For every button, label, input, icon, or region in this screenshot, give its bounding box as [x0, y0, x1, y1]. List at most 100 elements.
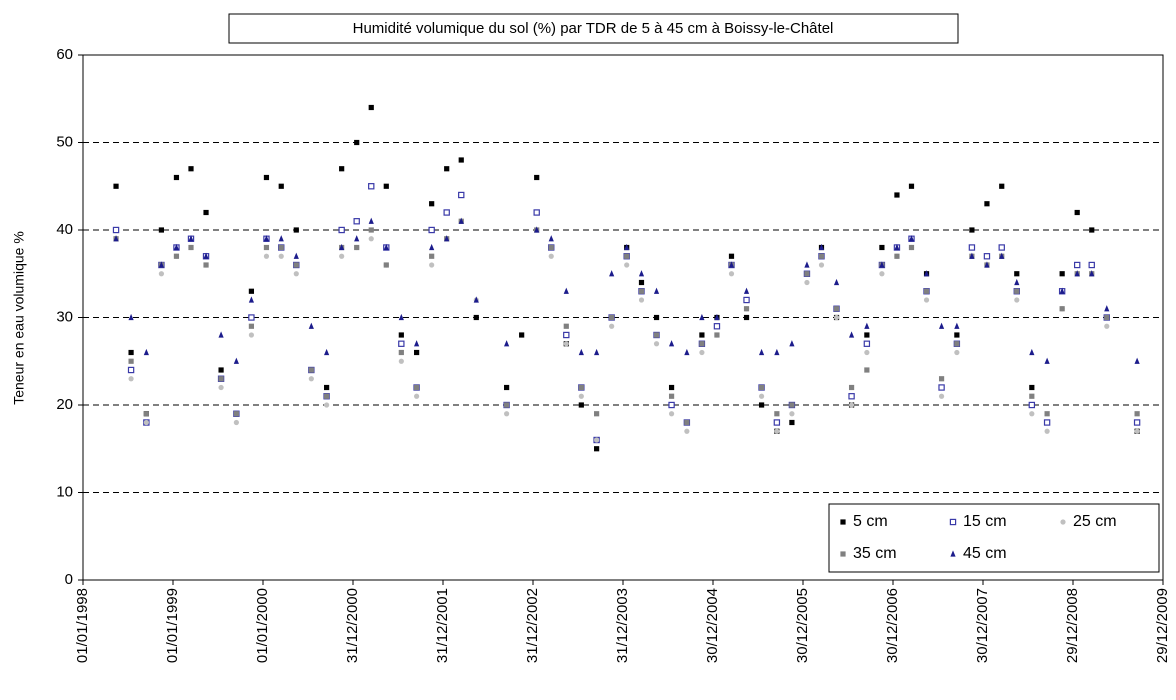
point [158, 271, 165, 277]
point [293, 227, 299, 233]
x-tick-label: 30/12/2007 [974, 588, 991, 663]
point [1059, 287, 1065, 294]
point [699, 349, 705, 356]
point [969, 227, 975, 233]
x-tick-label: 30/12/2006 [884, 588, 901, 663]
point [248, 332, 255, 338]
point [339, 253, 345, 259]
point [504, 384, 510, 391]
point [128, 358, 134, 364]
point [563, 331, 570, 339]
point [774, 428, 780, 434]
point [473, 314, 479, 321]
point [773, 419, 781, 426]
point [864, 349, 870, 356]
point [1029, 384, 1035, 391]
point [699, 341, 705, 347]
point [444, 235, 450, 242]
x-tick-label: 01/01/1998 [74, 588, 91, 663]
point [998, 244, 1005, 251]
point [923, 297, 930, 303]
point [969, 252, 975, 259]
point [429, 201, 435, 207]
point [923, 288, 930, 294]
point [1059, 271, 1065, 277]
point [1074, 270, 1080, 277]
point [414, 349, 420, 356]
point [293, 262, 299, 268]
point [999, 183, 1005, 189]
point [908, 244, 915, 251]
chart-title: Humidité volumique du sol (%) par TDR de… [353, 20, 834, 37]
point [248, 296, 255, 303]
point [938, 376, 945, 382]
point [1089, 270, 1095, 277]
point [534, 226, 540, 233]
point [864, 367, 870, 373]
point [324, 393, 330, 399]
point [158, 261, 165, 268]
series [112, 183, 1141, 444]
legend-marker [840, 519, 846, 525]
point [668, 340, 675, 347]
point [638, 297, 645, 303]
point [368, 236, 374, 242]
point [609, 323, 615, 329]
point [578, 402, 584, 408]
point [954, 322, 960, 329]
point [278, 244, 284, 251]
point [504, 411, 510, 417]
series [113, 218, 1140, 443]
point [578, 393, 584, 399]
point [804, 261, 810, 268]
point [263, 253, 270, 259]
point [879, 271, 885, 277]
point [339, 243, 345, 251]
point [218, 331, 224, 338]
point [1029, 411, 1035, 417]
point [609, 314, 615, 321]
point [818, 243, 825, 251]
point [684, 428, 690, 434]
point [368, 183, 375, 190]
point [354, 235, 360, 242]
point [758, 384, 765, 391]
point [774, 411, 780, 417]
point [339, 166, 345, 172]
legend-label: 45 cm [963, 545, 1007, 562]
point [653, 332, 660, 338]
point [938, 322, 945, 329]
point [1014, 288, 1020, 294]
plot-frame [82, 54, 1164, 581]
point [548, 253, 554, 259]
point [128, 376, 134, 382]
point [624, 243, 630, 251]
point [173, 243, 180, 251]
point [354, 139, 360, 146]
x-tick-label: 30/12/2005 [794, 588, 811, 663]
point [504, 340, 510, 347]
y-tick-label: 20 [56, 396, 73, 413]
point [519, 332, 525, 338]
point [609, 270, 615, 277]
point [398, 358, 404, 364]
point [743, 296, 750, 304]
x-tick-label: 29/12/2009 [1154, 588, 1171, 663]
point [173, 253, 180, 259]
point [833, 278, 840, 286]
point [233, 357, 239, 364]
point [864, 322, 870, 329]
point [248, 314, 255, 321]
point [638, 288, 645, 294]
point [414, 384, 420, 391]
point [548, 244, 554, 251]
title-box [228, 13, 959, 44]
point [789, 411, 795, 417]
point [594, 446, 600, 452]
point [1044, 357, 1050, 364]
point [398, 313, 404, 321]
point [548, 235, 554, 242]
point [578, 348, 584, 356]
point [728, 271, 735, 277]
